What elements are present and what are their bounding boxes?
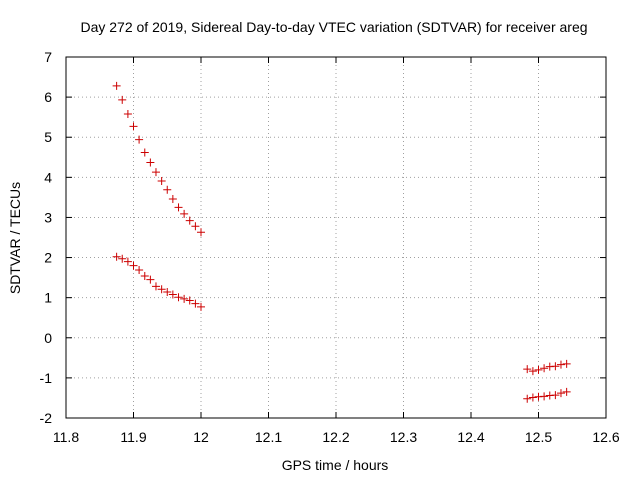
y-tick-label: 0 [44,330,52,346]
data-point [540,392,549,401]
y-tick-labels: -2 -1 0 1 2 3 4 5 6 7 [40,49,53,426]
x-tick-labels: 11.8 11.9 12 12.1 12.2 12.3 12.4 12.5 12.6 [53,429,620,445]
chart-title: Day 272 of 2019, Sidereal Day-to-day VTE… [80,19,587,35]
data-point [123,257,132,266]
x-tick-label: 11.8 [53,429,79,445]
data-point [146,158,155,167]
y-tick-label: 4 [44,169,52,185]
data-point [146,275,155,284]
data-point [140,272,149,281]
data-point [118,254,127,263]
data-point [197,228,205,237]
data-point [174,203,183,212]
y-tick-label: 3 [44,209,52,225]
data-point [556,360,565,369]
data-point [163,288,172,297]
y-tick-label: 2 [44,250,52,266]
data-point [168,290,177,299]
data-point [135,265,144,274]
data-point [112,252,121,261]
x-tick-label: 12.6 [592,429,619,445]
y-axis-label: SDTVAR / TECUs [7,182,23,294]
data-point [185,216,194,225]
y-tick-label: 5 [44,129,52,145]
data-point [123,109,132,118]
data-point [534,365,543,374]
data-point [191,299,200,308]
y-tick-label: 6 [44,89,52,105]
data-point [528,393,537,402]
data-point [135,135,144,144]
y-tick-label: 1 [44,290,52,306]
data-point [163,185,172,194]
data-point [157,285,166,294]
x-tick-label: 12.2 [322,429,349,445]
data-point [528,367,537,376]
x-tick-label: 12.3 [390,429,417,445]
data-point [562,387,571,396]
data-point [174,293,183,302]
data-point [151,168,160,177]
data-point [140,148,149,157]
data-point [129,122,138,131]
data-point [180,294,189,303]
x-tick-label: 11.9 [120,429,146,445]
data-point [112,81,121,90]
data-point [197,302,205,311]
y-tick-label: 7 [44,49,52,65]
data-point [523,365,532,374]
grid [66,57,606,418]
data-point [157,176,166,185]
x-axis-label: GPS time / hours [282,457,389,473]
y-tick-label: -1 [40,370,53,386]
data-point [185,296,194,305]
data-point [556,389,565,398]
data-point [523,394,532,403]
y-tick-label: -2 [40,410,53,426]
data-point [562,359,571,368]
data-point [118,95,127,104]
data-point [151,282,160,291]
data-point [129,261,138,270]
x-tick-label: 12.5 [525,429,552,445]
x-tick-label: 12 [193,429,209,445]
data-point [180,209,189,218]
x-tick-label: 12.4 [457,429,484,445]
data-point [168,194,177,203]
data-point [551,362,560,371]
x-tick-label: 12.1 [255,429,282,445]
data-points [112,81,571,403]
axis-ticks [65,56,607,419]
data-point [551,391,560,400]
data-point [540,364,549,373]
data-point [191,222,200,231]
